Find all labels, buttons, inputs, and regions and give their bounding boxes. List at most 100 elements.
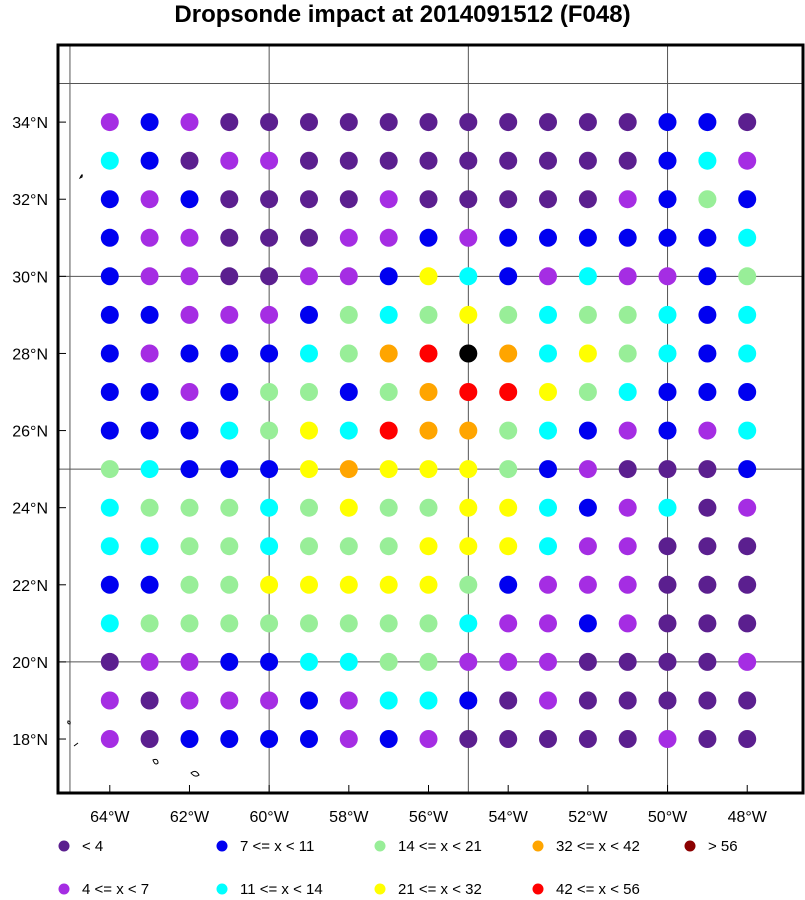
dropsonde-point-7to11	[658, 113, 677, 132]
legend-label: > 56	[708, 838, 738, 855]
legend-item-7to11: 7 <= x < 11	[216, 838, 314, 855]
dropsonde-point-lt4	[618, 730, 637, 748]
dropsonde-point-11to14	[300, 344, 318, 363]
dropsonde-point-14to21	[339, 305, 358, 324]
legend-swatch	[684, 840, 696, 852]
x-tick-label: 62°W	[170, 809, 210, 826]
dropsonde-point-lt4	[658, 691, 677, 710]
dropsonde-point-lt4	[220, 228, 239, 247]
dropsonde-point-11to14	[658, 344, 677, 363]
dropsonde-point-11to14	[100, 614, 119, 633]
dropsonde-point-14to21	[300, 537, 318, 556]
island-outline	[67, 720, 71, 725]
dropsonde-point-lt4	[499, 730, 518, 748]
dropsonde-point-7to11	[220, 652, 239, 671]
dropsonde-point-14to21	[379, 652, 398, 671]
island-outline	[152, 758, 159, 765]
dropsonde-point-14to21	[379, 614, 398, 633]
dropsonde-point-21to32	[339, 498, 358, 517]
dropsonde-point-7to11	[220, 460, 239, 479]
dropsonde-point-7to11	[658, 383, 677, 401]
x-tick-label: 58°W	[329, 809, 369, 826]
dropsonde-point-lt4	[539, 151, 557, 170]
dropsonde-point-14to21	[140, 498, 159, 517]
dropsonde-point-14to21	[180, 575, 199, 594]
dropsonde-point-11to14	[618, 383, 637, 401]
dropsonde-point-lt4	[698, 575, 717, 594]
legend-label: 11 <= x < 14	[240, 881, 323, 898]
legend-swatch	[532, 883, 544, 895]
x-tick-label: 52°W	[568, 809, 608, 826]
dropsonde-point-7to11	[578, 498, 597, 517]
map-title: Dropsonde impact at 2014091512 (F048)	[174, 1, 630, 28]
dropsonde-point-4to7	[180, 691, 199, 710]
dropsonde-point-lt4	[658, 614, 677, 633]
dropsonde-point-4to7	[539, 267, 557, 286]
dropsonde-point-7to11	[260, 344, 279, 363]
dropsonde-point-lt4	[738, 575, 757, 594]
dropsonde-point-7to11	[220, 383, 239, 401]
dropsonde-point-4to7	[379, 190, 398, 209]
legend-label: 21 <= x < 32	[398, 881, 482, 898]
dropsonde-point-4to7	[260, 691, 279, 710]
dropsonde-point-7to11	[140, 151, 159, 170]
dropsonde-point-7to11	[539, 228, 557, 247]
dropsonde-point-42to56	[379, 421, 398, 440]
dropsonde-point-7to11	[738, 383, 757, 401]
dropsonde-point-lt4	[578, 730, 597, 748]
dropsonde-point-14to21	[260, 614, 279, 633]
dropsonde-point-lt4	[260, 228, 279, 247]
legend-swatch	[216, 883, 228, 895]
dropsonde-point-4to7	[140, 267, 159, 286]
dropsonde-point-4to7	[180, 228, 199, 247]
dropsonde-point-lt4	[658, 652, 677, 671]
dropsonde-point-32to42	[459, 421, 478, 440]
dropsonde-point-7to11	[140, 113, 159, 132]
dropsonde-point-14to21	[618, 344, 637, 363]
dropsonde-point-lt4	[339, 190, 358, 209]
dropsonde-point-4to7	[658, 267, 677, 286]
dropsonde-point-11to14	[459, 267, 478, 286]
dropsonde-point-4to7	[180, 267, 199, 286]
dropsonde-point-lt4	[300, 113, 318, 132]
dropsonde-point-7to11	[100, 267, 119, 286]
dropsonde-point-4to7	[140, 190, 159, 209]
dropsonde-point-7to11	[300, 730, 318, 748]
dropsonde-point-11to14	[339, 421, 358, 440]
dropsonde-point-14to21	[300, 498, 318, 517]
dropsonde-point-7to11	[300, 305, 318, 324]
legend: < 4 7 <= x < 11 14 <= x < 21 32 <= x < 42 > …	[58, 838, 738, 898]
dropsonde-point-11to14	[578, 267, 597, 286]
dropsonde-point-7to11	[618, 228, 637, 247]
dropsonde-point-7to11	[339, 383, 358, 401]
y-tick-label: 20°N	[12, 655, 48, 672]
dropsonde-point-21to32	[379, 575, 398, 594]
dropsonde-point-lt4	[419, 190, 438, 209]
dropsonde-point-11to14	[379, 691, 398, 710]
dropsonde-point-7to11	[499, 267, 518, 286]
dropsonde-point-7to11	[419, 228, 438, 247]
dropsonde-point-lt4	[698, 691, 717, 710]
x-tick-label: 54°W	[489, 809, 529, 826]
dropsonde-point-4to7	[618, 498, 637, 517]
dropsonde-point-14to21	[220, 614, 239, 633]
dropsonde-point-21to32	[419, 267, 438, 286]
dropsonde-point-14to21	[499, 421, 518, 440]
dropsonde-point-21to32	[379, 460, 398, 479]
dropsonde-point-lt4	[738, 614, 757, 633]
dropsonde-point-7to11	[260, 652, 279, 671]
dropsonde-point-4to7	[618, 575, 637, 594]
dropsonde-point-lt4	[539, 113, 557, 132]
dropsonde-point-lt4	[140, 691, 159, 710]
legend-swatch	[374, 840, 386, 852]
dropsonde-point-lt4	[220, 190, 239, 209]
dropsonde-point-lt4	[140, 730, 159, 748]
dropsonde-point-4to7	[260, 151, 279, 170]
dropsonde-point-21to32	[459, 305, 478, 324]
dropsonde-point-4to7	[578, 537, 597, 556]
dropsonde-point-4to7	[379, 228, 398, 247]
dropsonde-point-7to11	[578, 421, 597, 440]
dropsonde-point-7to11	[698, 344, 717, 363]
dropsonde-point-14to21	[180, 614, 199, 633]
dropsonde-point-7to11	[658, 190, 677, 209]
